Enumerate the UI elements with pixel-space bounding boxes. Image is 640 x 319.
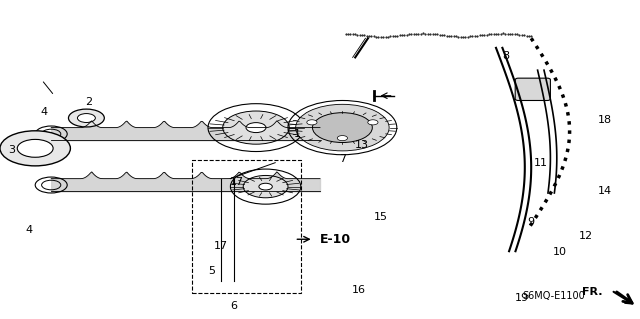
Circle shape [243, 175, 288, 198]
Text: 16: 16 [351, 285, 365, 295]
Circle shape [337, 136, 348, 141]
FancyArrowPatch shape [617, 292, 632, 303]
Circle shape [17, 139, 53, 157]
Text: S6MQ-E1100: S6MQ-E1100 [522, 292, 585, 301]
Circle shape [312, 113, 372, 143]
Text: E-10: E-10 [320, 233, 351, 246]
Text: 2: 2 [84, 97, 92, 107]
Circle shape [77, 114, 95, 122]
Circle shape [296, 104, 389, 151]
Text: 17: 17 [214, 241, 228, 251]
Text: 15: 15 [374, 212, 388, 222]
Circle shape [246, 122, 266, 133]
Text: 5: 5 [208, 266, 214, 276]
Text: 17: 17 [230, 177, 244, 187]
Text: 14: 14 [598, 186, 612, 197]
Text: 1: 1 [294, 129, 301, 139]
Text: 3: 3 [8, 145, 15, 155]
Text: 8: 8 [502, 51, 509, 61]
Text: 11: 11 [534, 158, 548, 168]
FancyBboxPatch shape [515, 78, 550, 100]
Text: 19: 19 [515, 293, 529, 303]
Text: 10: 10 [553, 247, 567, 257]
Circle shape [368, 120, 378, 125]
Text: 12: 12 [579, 231, 593, 241]
Text: 7: 7 [339, 154, 346, 165]
Text: 13: 13 [355, 140, 369, 150]
Text: 9: 9 [527, 217, 535, 227]
Circle shape [68, 109, 104, 127]
Text: 4: 4 [25, 225, 33, 235]
Circle shape [0, 131, 70, 166]
Text: 18: 18 [598, 115, 612, 125]
Circle shape [259, 183, 273, 190]
Circle shape [223, 111, 289, 144]
Text: FR.: FR. [582, 287, 602, 297]
Text: 6: 6 [230, 301, 237, 311]
Text: 4: 4 [40, 107, 47, 117]
Circle shape [307, 120, 317, 125]
